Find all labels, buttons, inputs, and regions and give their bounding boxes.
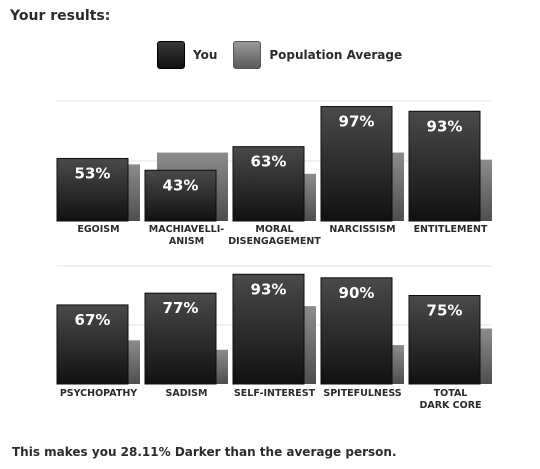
legend-swatch-average [233,41,262,69]
category-label: SPITEFULNESS [323,388,401,399]
category-label: MACHIAVELLI- [149,224,224,235]
category-label: DISENGAGEMENT [228,236,321,247]
legend-item-average: Population Average [233,41,402,69]
category-label: SADISM [166,388,208,399]
legend-swatch-you [157,41,185,69]
bar-you [144,292,217,385]
legend-item-you: You [157,41,217,69]
bar-you [56,157,129,222]
legend-label-average: Population Average [269,48,403,62]
bar-value-label: 77% [163,299,199,317]
bar-value-label: 93% [251,280,287,298]
bar-you [144,169,217,222]
bar-you [56,304,129,385]
category-label: SELF-INTEREST [234,388,316,399]
chart-legend: You Population Average [157,40,418,70]
bar-you [320,277,393,385]
category-label: ENTITLEMENT [414,224,488,235]
bar-value-label: 90% [339,284,375,302]
category-label: TOTAL [434,388,468,399]
bar-you [232,273,305,385]
bar-you [408,110,481,222]
category-label: MORAL [255,224,293,235]
category-label: DARK CORE [419,400,481,411]
bar-value-label: 53% [75,164,111,182]
summary-text: This makes you 28.11% Darker than the av… [12,445,397,459]
bar-value-label: 75% [427,302,463,320]
bar-value-label: 67% [75,311,111,329]
bar-value-label: 97% [339,113,375,131]
bar-value-label: 43% [163,176,199,194]
bar-you [320,106,393,222]
results-heading: Your results: [10,8,111,24]
bar-value-label: 93% [427,117,463,135]
category-label: NARCISSISM [329,224,395,235]
category-label: PSYCHOPATHY [60,388,137,399]
bar-you [232,146,305,222]
bar-you [408,295,481,385]
category-label: ANISM [169,236,204,247]
legend-label-you: You [193,48,218,62]
category-label: EGOISM [77,224,119,235]
bar-value-label: 63% [251,153,287,171]
